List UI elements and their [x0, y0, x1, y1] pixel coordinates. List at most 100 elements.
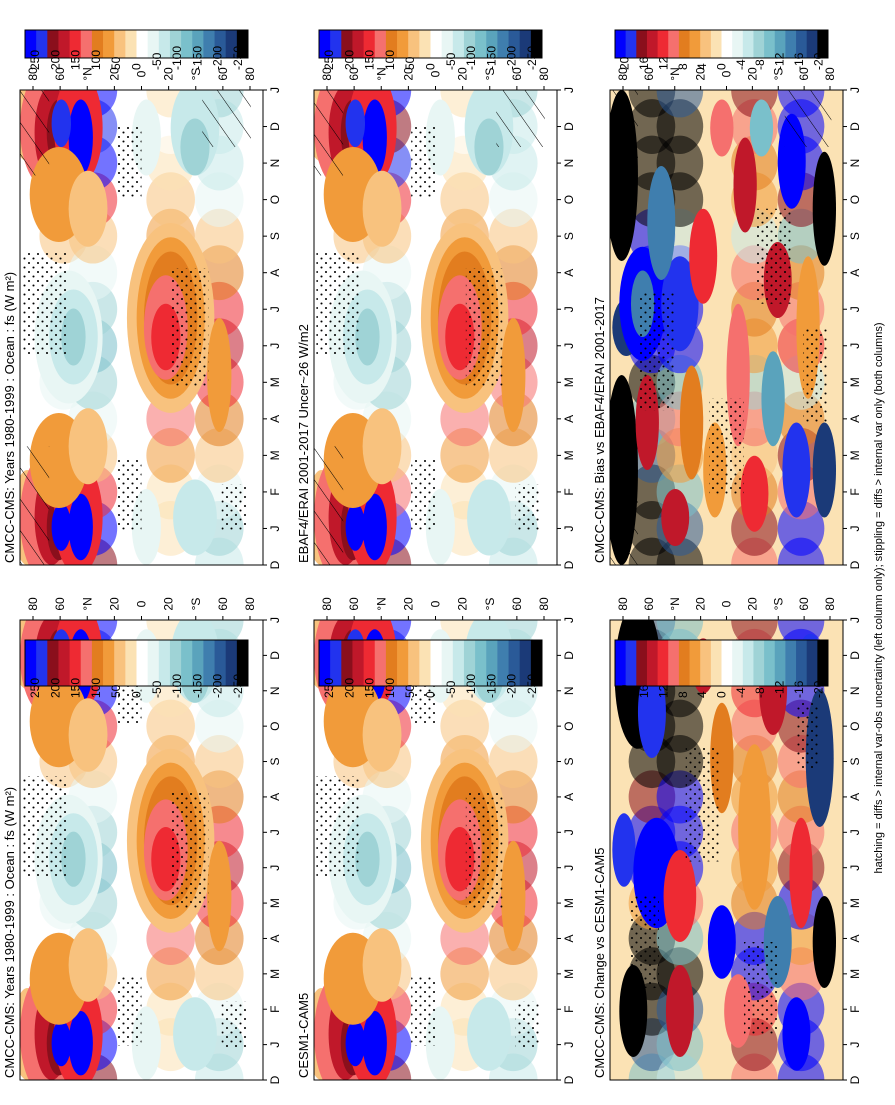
lat-tick-label: 20	[107, 67, 121, 81]
colorbar-swatch	[508, 30, 521, 58]
month-tick-label: M	[562, 969, 576, 979]
lat-tick-label: 0	[135, 70, 149, 77]
month-tick-label: A	[562, 269, 576, 277]
hatching-region	[610, 90, 638, 176]
colorbar-tick-label: 0	[424, 691, 438, 698]
colorbar-swatch	[158, 640, 171, 686]
colorbar: 250 200 150 100 50 0 -50 -100 -150 -200 -250	[318, 29, 543, 70]
month-tick-label: M	[268, 377, 282, 387]
colorbar-swatch	[530, 30, 543, 58]
month-tick-label: D	[268, 651, 282, 660]
colorbar-swatch	[69, 30, 82, 58]
colorbar-swatch	[430, 640, 443, 686]
colorbar-tick-label: 150	[69, 678, 83, 698]
colorbar-swatch	[352, 640, 364, 686]
colorbar-tick-label: 200	[342, 678, 356, 698]
colorbar-swatch	[700, 30, 712, 58]
colorbar-tick-label: 4	[695, 691, 709, 698]
hatching-region	[202, 90, 251, 147]
month-tick-label: O	[848, 195, 862, 204]
month-tick-label: J	[562, 306, 576, 312]
month-tick-label: M	[268, 898, 282, 908]
colorbar-tick-label: 200	[48, 50, 62, 70]
stippling-region	[685, 746, 721, 862]
month-tick-label: F	[268, 1006, 282, 1013]
colorbar-swatch	[181, 640, 193, 686]
month-tick-label: J	[562, 525, 576, 531]
stippling-region	[171, 792, 209, 908]
stippling-region	[465, 792, 503, 908]
colorbar-tick-label: -250	[525, 674, 539, 698]
colorbar-swatch	[181, 30, 193, 58]
stippling-region	[117, 458, 142, 530]
contour-region	[51, 503, 72, 551]
panel-title: CESM1-CAM5	[296, 993, 311, 1078]
lat-tick-label: 80	[823, 597, 837, 611]
colorbar-tick-label: 50	[109, 684, 123, 698]
lat-tick-label: 80	[243, 597, 257, 611]
colorbar-swatch	[452, 640, 465, 686]
colorbar-swatch	[91, 640, 104, 686]
colorbar-swatch	[678, 30, 690, 58]
month-tick-label: A	[848, 934, 862, 942]
colorbar-swatch	[58, 30, 70, 58]
contour-region	[710, 99, 734, 157]
colorbar-tick-label: 250	[322, 50, 336, 70]
colorbar-swatch	[668, 640, 680, 686]
colorbar-swatch	[225, 640, 238, 686]
colorbar-swatch	[486, 30, 498, 58]
colorbar-frame	[318, 639, 543, 687]
lat-tick-label: 60	[53, 597, 67, 611]
stippling-region	[22, 251, 67, 356]
colorbar-swatch	[817, 640, 829, 686]
colorbar-swatch	[475, 640, 487, 686]
contour-region	[647, 166, 676, 280]
lat-tick-label: °S	[483, 598, 497, 611]
month-tick-label: S	[562, 758, 576, 766]
colorbar-tick-label: -150	[190, 674, 204, 698]
colorbar-tick-label: -200	[211, 674, 225, 698]
contour-region	[665, 965, 694, 1057]
month-tick-label: J	[848, 1042, 862, 1048]
contour-region	[707, 905, 736, 979]
contour-region	[612, 813, 636, 887]
contour-region	[68, 928, 108, 1002]
colorbar-tick-label: -200	[505, 674, 519, 698]
month-tick-label: O	[848, 721, 862, 730]
colorbar-swatch	[203, 640, 215, 686]
contour-region	[61, 308, 86, 366]
lat-tick-label: 80	[537, 597, 551, 611]
colorbar-swatch	[519, 30, 532, 58]
stippling-region	[117, 125, 142, 197]
hatching-region	[20, 446, 50, 565]
colorbar-swatch	[330, 640, 342, 686]
colorbar-tick-label: -100	[464, 46, 478, 70]
colorbar-swatch	[519, 640, 532, 686]
colorbar: 250 200 150 100 50 0 -50 -100 -150 -200 -250	[24, 639, 249, 698]
colorbar-swatch	[497, 30, 509, 58]
lat-tick-label: 60	[510, 597, 524, 611]
lat-tick-label: °S	[771, 68, 785, 81]
panel-title: CMCC-CMS: Bias vs EBAF4/ERAI 2001-2017	[592, 297, 607, 563]
colorbar-swatch	[753, 640, 765, 686]
colorbar-swatch	[419, 30, 431, 58]
contour-region	[749, 99, 774, 157]
lat-tick-label: °N	[668, 597, 682, 610]
hatching-region	[314, 90, 344, 176]
colorbar-swatch	[47, 640, 59, 686]
month-tick-label: D	[848, 651, 862, 660]
month-tick-label: M	[562, 377, 576, 387]
colorbar-swatch	[192, 640, 204, 686]
month-tick-label: J	[848, 343, 862, 349]
lat-tick-label: 60	[797, 597, 811, 611]
colorbar-swatch	[25, 30, 37, 58]
lat-tick-label: 20	[107, 597, 121, 611]
colorbar-swatch	[710, 640, 722, 686]
contour-region	[782, 422, 811, 518]
colorbar-tick-label: -20	[811, 680, 825, 698]
stippling-region	[117, 976, 142, 1046]
month-tick-label: J	[268, 617, 282, 623]
month-tick-label: N	[562, 159, 576, 168]
